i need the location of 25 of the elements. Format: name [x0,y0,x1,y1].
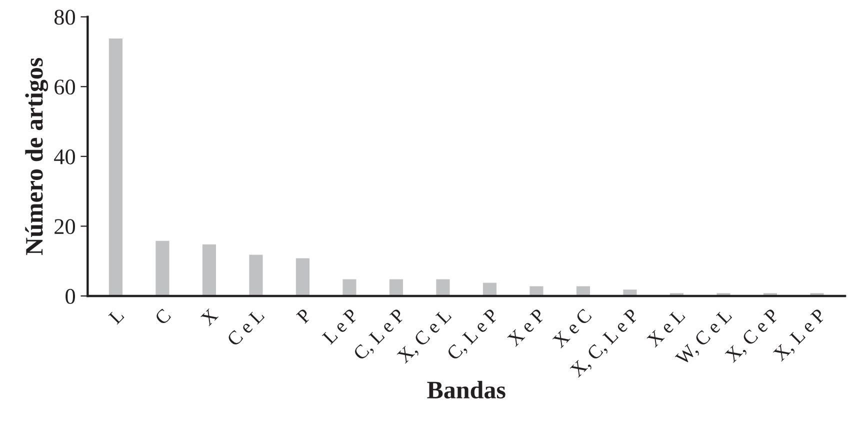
bar [434,278,452,296]
x-tick-label: C [154,308,172,326]
y-tick-label: 0 [66,288,75,304]
y-axis-title: Número de artigos [25,58,48,255]
bar [108,37,124,296]
x-tick-label: X e L [646,308,686,348]
x-axis-title: Bandas [427,380,506,398]
x-tick-label: X [200,308,218,326]
bar [248,253,264,296]
x-tick-label: C e L [226,308,265,347]
x-tick-label: X e P [506,308,546,347]
x-tick-label: L e P [322,308,359,345]
x-tick-label: L [108,308,124,325]
bar [201,242,218,296]
bar [575,284,592,296]
x-tick-label: P [296,308,312,324]
bar [482,281,498,296]
y-tick-label: 20 [54,219,75,234]
bar [388,278,404,296]
bar [154,239,171,296]
bar [341,278,358,296]
y-tick-label: 60 [54,80,75,95]
y-tick-label: 40 [54,149,75,164]
y-tick-label: 80 [54,10,75,25]
bar [294,256,311,296]
